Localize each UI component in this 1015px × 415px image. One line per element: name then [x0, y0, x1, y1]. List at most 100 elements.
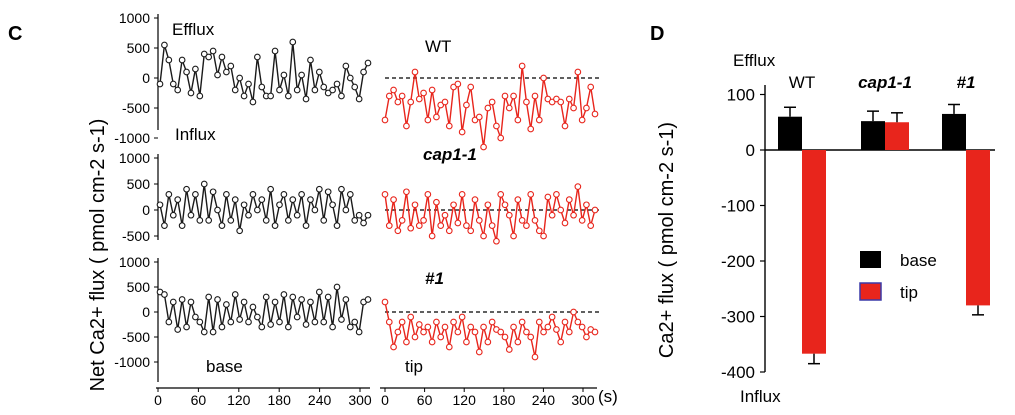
data-point-tip: [574, 318, 582, 326]
data-point-tip: [381, 116, 389, 124]
y-tick-label: 0: [142, 202, 150, 218]
data-point-tip: [445, 343, 453, 351]
data-point-tip: [415, 321, 423, 328]
panel-c-efflux-label: Efflux: [172, 20, 215, 39]
data-point-base: [174, 86, 182, 94]
data-point-base: [245, 80, 252, 88]
data-point-tip: [428, 86, 436, 94]
data-point-tip: [565, 328, 573, 336]
data-point-base: [165, 191, 173, 198]
data-point-tip: [390, 86, 397, 94]
panel-c-influx-label: Influx: [175, 125, 216, 144]
panel-c-y-axis-label: Net Ca2+ flux ( pmol cm-2 s-1): [87, 119, 109, 392]
data-point-base: [360, 68, 367, 76]
panel-d-efflux-label: Efflux: [733, 51, 776, 70]
data-point-base: [267, 92, 274, 100]
panel-c-label: C: [8, 23, 22, 45]
data-point-base: [258, 83, 266, 91]
data-point-tip: [454, 80, 462, 88]
data-point-base: [284, 323, 292, 331]
data-point-base: [169, 298, 177, 306]
data-point-base: [293, 86, 301, 94]
data-point-base: [156, 80, 164, 88]
data-point-tip: [458, 128, 466, 136]
data-point-tip: [424, 323, 432, 331]
panel-c-tip-label: tip: [405, 357, 423, 376]
data-point-tip: [565, 196, 573, 203]
data-point-base: [240, 92, 248, 100]
data-point-base: [178, 56, 186, 64]
x-tick-label: 120: [453, 392, 477, 408]
data-point-tip: [501, 333, 509, 341]
data-point-tip: [463, 222, 470, 229]
data-point-tip: [428, 232, 436, 240]
data-point-base: [240, 298, 248, 306]
data-point-tip: [437, 333, 445, 341]
legend-label-base: base: [900, 251, 937, 270]
data-point-tip: [510, 232, 517, 240]
data-point-base: [355, 328, 363, 336]
data-point-base: [178, 296, 186, 303]
data-point-tip: [570, 104, 577, 112]
data-point-base: [267, 321, 274, 328]
data-point-base: [254, 53, 261, 61]
data-point-tip: [514, 116, 522, 124]
data-point-tip: [488, 98, 496, 106]
data-point-base: [240, 201, 248, 209]
data-point-tip: [390, 196, 397, 203]
data-point-tip: [441, 98, 449, 106]
data-point-tip: [570, 211, 577, 219]
data-point-tip: [561, 122, 569, 130]
data-point-tip: [497, 134, 505, 142]
data-point-base: [205, 293, 213, 301]
data-point-tip: [454, 219, 462, 227]
data-point-base: [209, 188, 217, 196]
series-line-base: [159, 183, 369, 231]
data-point-tip: [441, 211, 449, 219]
data-point-base: [249, 98, 257, 106]
data-point-tip: [531, 353, 539, 361]
data-point-base: [351, 318, 359, 326]
data-point-base: [227, 318, 235, 326]
data-point-base: [205, 53, 213, 61]
data-point-tip: [403, 338, 410, 346]
data-point-base: [338, 316, 345, 323]
data-point-tip: [553, 191, 560, 198]
d-y-tick-label: -200: [721, 252, 755, 271]
data-point-base: [271, 222, 279, 229]
data-point-base: [262, 217, 270, 224]
x-tick-label: 60: [417, 392, 433, 408]
data-point-base: [183, 323, 190, 331]
data-point-base: [262, 293, 270, 301]
data-point-base: [364, 211, 372, 219]
data-point-base: [276, 201, 283, 209]
data-point-tip: [385, 318, 393, 326]
data-point-tip: [484, 338, 492, 346]
data-point-tip: [527, 333, 535, 341]
data-point-base: [245, 211, 252, 219]
data-point-tip: [407, 224, 415, 232]
data-point-tip: [583, 333, 590, 341]
data-point-tip: [570, 308, 577, 316]
data-point-base: [183, 68, 190, 76]
y-tick-label: 500: [127, 176, 151, 192]
data-point-tip: [505, 346, 513, 353]
data-point-tip: [540, 328, 547, 336]
data-point-base: [236, 74, 244, 82]
data-point-base: [293, 313, 301, 321]
x-tick-label: 300: [571, 392, 595, 408]
d-y-tick-label: -300: [721, 308, 755, 327]
data-point-tip: [591, 328, 599, 336]
data-point-base: [192, 65, 199, 73]
y-tick-label: 0: [142, 70, 150, 86]
data-point-base: [187, 298, 195, 306]
data-point-base: [174, 326, 182, 333]
data-point-tip: [587, 222, 595, 229]
data-point-base: [346, 191, 354, 198]
data-point-base: [161, 291, 168, 298]
category-label-0: WT: [789, 73, 815, 92]
data-point-base: [183, 185, 190, 193]
data-point-tip: [553, 326, 560, 333]
data-point-tip: [394, 227, 402, 235]
y-tick-label: -500: [122, 228, 150, 244]
